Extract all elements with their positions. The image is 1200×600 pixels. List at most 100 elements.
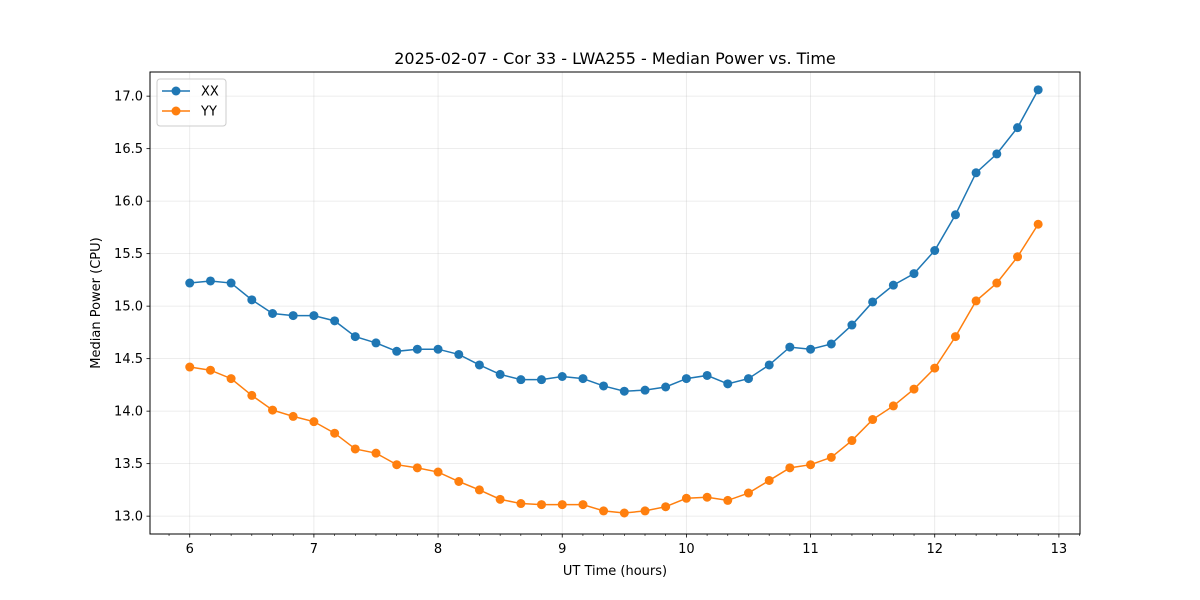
data-point-xx [454, 349, 464, 359]
data-point-xx [557, 372, 567, 381]
data-point-yy [702, 492, 712, 502]
data-point-yy [806, 460, 816, 470]
legend-label-yy: YY [200, 105, 217, 120]
legend: XX YY [156, 78, 227, 127]
data-point-yy [330, 428, 340, 438]
data-point-xx [599, 381, 609, 391]
data-point-yy [578, 500, 588, 510]
x-tick-label: 13 [1051, 542, 1068, 557]
data-point-xx [785, 342, 795, 352]
data-point-xx [205, 276, 215, 286]
data-point-xx [681, 374, 691, 384]
data-point-yy [764, 475, 774, 485]
data-point-xx [185, 278, 195, 288]
data-point-yy [288, 411, 298, 421]
data-point-xx [992, 149, 1002, 159]
data-point-yy [868, 415, 878, 425]
grid [150, 72, 1080, 534]
data-point-xx [392, 346, 402, 356]
data-point-xx [909, 269, 919, 279]
data-point-yy [247, 390, 257, 400]
data-point-xx [578, 374, 588, 384]
data-point-xx [516, 375, 526, 385]
y-tick-label: 14.5 [114, 352, 143, 367]
legend-marker-xx [171, 86, 181, 96]
x-tick-label: 6 [186, 542, 194, 557]
data-point-yy [371, 448, 381, 458]
data-point-xx [412, 344, 422, 354]
data-point-xx [619, 386, 629, 396]
data-point-yy [681, 493, 691, 503]
x-tick-label: 10 [678, 542, 695, 557]
x-tick-label: 11 [802, 542, 819, 557]
data-point-xx [1033, 85, 1043, 95]
data-point-yy [640, 506, 650, 516]
data-point-xx [702, 370, 712, 380]
data-point-yy [433, 467, 443, 477]
data-point-yy [888, 401, 898, 411]
x-tick-label: 7 [310, 542, 318, 557]
data-point-yy [1013, 252, 1023, 262]
data-point-yy [226, 374, 236, 384]
data-point-yy [930, 363, 940, 373]
data-point-xx [826, 339, 836, 349]
data-point-yy [847, 436, 857, 446]
data-point-xx [474, 360, 484, 370]
data-point-xx [433, 344, 443, 354]
y-tick-label: 16.0 [114, 195, 143, 210]
data-point-xx [268, 309, 278, 318]
data-point-yy [392, 460, 402, 470]
data-point-xx [971, 168, 981, 178]
x-axis: 6 7 8 9 10 11 12 13 [168, 534, 1080, 557]
x-tick-label: 9 [558, 542, 566, 557]
data-point-xx [247, 295, 257, 305]
data-point-xx [888, 280, 898, 290]
data-point-yy [454, 477, 464, 486]
plot-frame [149, 71, 1081, 535]
data-point-xx [330, 316, 340, 326]
data-point-xx [764, 360, 774, 370]
data-point-xx [350, 332, 360, 342]
y-tick-label: 13.0 [114, 510, 143, 525]
data-point-yy [350, 444, 360, 454]
data-point-xx [536, 375, 546, 385]
data-point-xx [661, 382, 671, 392]
data-point-xx [806, 344, 816, 354]
y-tick-label: 15.0 [114, 300, 143, 315]
legend-label-xx: XX [201, 85, 219, 100]
data-point-yy [1033, 219, 1043, 229]
y-tick-label: 17.0 [114, 90, 143, 105]
data-point-xx [723, 379, 733, 389]
data-point-yy [909, 384, 919, 394]
data-point-xx [495, 369, 505, 379]
data-point-xx [309, 311, 319, 321]
data-point-xx [371, 338, 381, 348]
data-point-yy [661, 502, 671, 512]
legend-marker-yy [171, 106, 181, 116]
y-tick-label: 13.5 [114, 457, 143, 472]
y-axis: 13.0 13.5 14.0 14.5 15.0 15.5 16.0 16.5 17.0 [114, 90, 150, 525]
data-point-xx [226, 278, 236, 288]
y-tick-label: 14.0 [114, 405, 143, 420]
data-point-xx [950, 210, 960, 220]
x-tick-label: 12 [926, 542, 943, 557]
series-layer [185, 85, 1043, 518]
data-point-yy [495, 494, 505, 504]
data-point-yy [309, 417, 319, 427]
data-point-xx [930, 246, 940, 255]
data-point-yy [474, 485, 484, 495]
series-yy [185, 219, 1043, 518]
data-point-xx [288, 311, 298, 321]
y-tick-label: 15.5 [114, 247, 143, 262]
data-point-yy [723, 495, 733, 505]
data-point-yy [516, 499, 526, 509]
data-point-yy [785, 463, 795, 473]
series-xx [185, 85, 1043, 396]
x-axis-label: UT Time (hours) [563, 564, 667, 579]
data-point-yy [971, 296, 981, 306]
chart-title: 2025-02-07 - Cor 33 - LWA255 - Median Po… [394, 49, 836, 68]
data-point-yy [557, 500, 567, 510]
data-point-xx [847, 320, 857, 330]
data-point-yy [536, 500, 546, 510]
